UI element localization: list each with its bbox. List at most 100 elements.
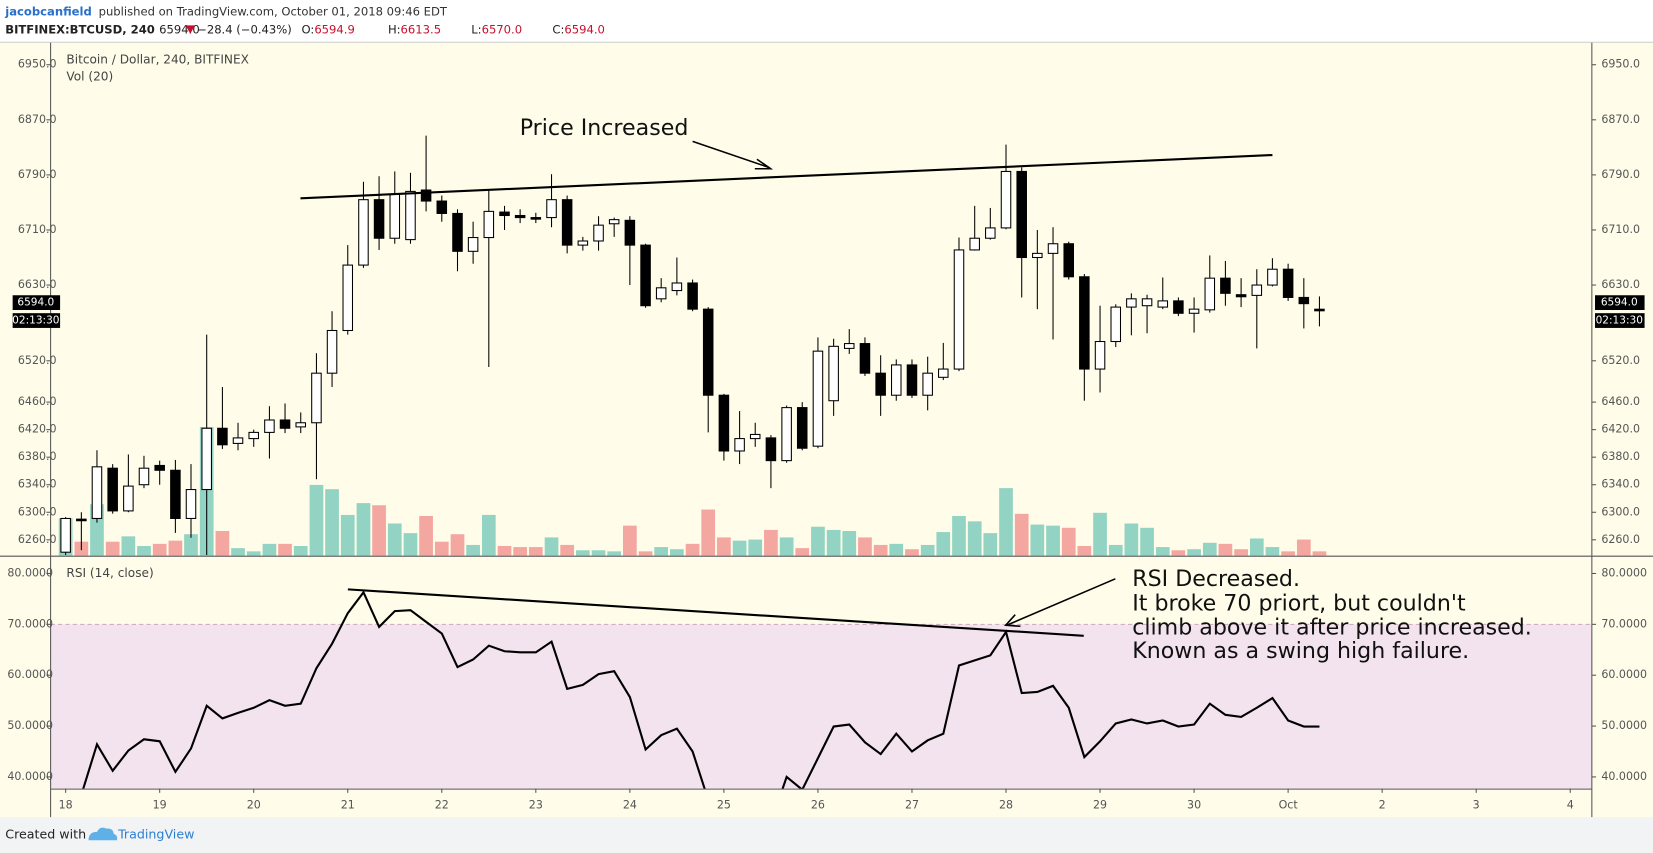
candle-body — [624, 219, 636, 246]
annotation-rsi: RSI Decreased. — [1132, 566, 1300, 592]
volume-bar — [952, 515, 966, 556]
candle-body — [1314, 308, 1325, 312]
candle-body — [232, 437, 244, 444]
volume-bar — [1187, 549, 1201, 556]
header-line-1: jacobcanfield published on TradingView.c… — [4, 4, 448, 18]
candle-body — [577, 240, 589, 246]
footer-brand[interactable]: TradingView — [117, 827, 194, 842]
x-tick-label: Oct — [1279, 798, 1299, 811]
volume-bar — [246, 551, 261, 556]
price-tag-text: 6594.0 — [17, 297, 54, 309]
candle-body — [655, 287, 667, 300]
rsi-arrow — [1006, 578, 1116, 626]
author[interactable]: jacobcanfield — [4, 4, 92, 18]
volume-bar — [826, 529, 841, 556]
volume-bar — [811, 526, 825, 556]
change: −28.4 (−0.43%) — [197, 22, 292, 36]
volume-bar — [419, 515, 433, 556]
down-arrow-icon — [185, 25, 196, 34]
header-line-2: BITFINEX:BTCUSD, 240 6594.0 −28.4 (−0.43… — [5, 22, 605, 36]
candle-body — [499, 211, 510, 217]
volume-bar — [1249, 538, 1264, 556]
candle-body — [1157, 300, 1169, 308]
price-tag — [1595, 295, 1645, 311]
volume-bar — [920, 544, 935, 556]
candle-body — [452, 212, 463, 252]
candle-body — [843, 343, 855, 349]
volume-bar — [717, 537, 731, 556]
y-tick-label: 6790.0 — [1601, 168, 1640, 181]
volume-bar — [1014, 513, 1029, 556]
candle-body — [875, 372, 886, 396]
volume-bar — [372, 505, 386, 556]
candle-body — [859, 343, 871, 374]
ohlc-value: 6613.5 — [401, 22, 442, 36]
rsi-tick-label: 70.0000 — [1601, 617, 1647, 630]
candle-body — [687, 282, 698, 310]
x-tick-label: 2 — [1379, 798, 1386, 811]
candle-body — [91, 466, 103, 519]
volume-bar — [513, 547, 527, 556]
candle-body — [969, 237, 980, 251]
candle-body — [405, 190, 416, 241]
x-tick-label: 3 — [1473, 798, 1480, 811]
ohlc-value: 6594.9 — [314, 22, 355, 36]
candle-body — [812, 350, 824, 447]
ohlc-label: H: — [388, 22, 401, 36]
rsi-band — [50, 624, 1592, 789]
countdown-text: 02:13:30 — [12, 315, 59, 327]
candle-body — [373, 199, 385, 239]
candle-body — [906, 364, 918, 396]
candle-body — [828, 345, 839, 402]
candle-body — [1235, 294, 1247, 298]
volume-bar — [1140, 527, 1154, 556]
volume-bar — [1061, 527, 1076, 556]
price-trend-line — [300, 153, 1273, 200]
volume-bar — [1124, 523, 1139, 556]
candle-body — [749, 433, 761, 440]
x-tick-label: 25 — [717, 798, 731, 811]
x-tick-label: 22 — [435, 798, 449, 811]
volume-bar — [1155, 547, 1170, 556]
x-tick-label: 26 — [811, 798, 825, 811]
tradingview-logo[interactable] — [88, 827, 118, 841]
candle-body — [483, 210, 495, 239]
ohlc-label: O: — [302, 22, 315, 36]
x-tick-label: 23 — [529, 798, 543, 811]
countdown-text: 02:13:30 — [1596, 315, 1643, 327]
candle-body — [279, 419, 291, 429]
candle-body — [123, 485, 134, 512]
volume-bar — [168, 540, 183, 556]
candle-body — [1126, 298, 1137, 308]
volume-bar — [654, 547, 669, 556]
volume-bar — [873, 544, 888, 556]
candle-body — [796, 407, 808, 449]
y-tick-label: 6380.0 — [1601, 450, 1640, 463]
candle-body — [1063, 243, 1075, 278]
y-tick-label: 6520.0 — [18, 354, 57, 367]
candle-body — [154, 464, 165, 471]
volume-bar — [121, 536, 136, 556]
candle-body — [890, 364, 902, 396]
volume-bar — [779, 537, 794, 556]
price-arrow — [692, 140, 770, 169]
rsi-tick-label: 40.0000 — [7, 770, 53, 783]
volume-label: Vol (20) — [66, 70, 113, 84]
rsi-tick-label: 50.0000 — [1601, 719, 1647, 732]
candle-body — [1298, 296, 1310, 305]
annotation-rsi: It broke 70 priort, but couldn't — [1132, 590, 1466, 616]
volume-bar — [387, 523, 402, 556]
rsi-arrow-head — [1004, 614, 1021, 628]
volume-bar — [999, 488, 1013, 556]
x-tick-label: 19 — [153, 798, 167, 811]
y-tick-label: 6340.0 — [18, 478, 57, 491]
y-tick-label: 6710.0 — [1601, 223, 1640, 236]
volume-bar — [434, 541, 449, 556]
y-tick-label: 6300.0 — [1601, 505, 1640, 518]
volume-bar — [732, 540, 747, 556]
volume-bar — [497, 545, 512, 556]
volume-bar — [325, 489, 339, 556]
candle-body — [702, 308, 714, 396]
candle-body — [248, 431, 259, 440]
candle-body — [561, 199, 573, 246]
